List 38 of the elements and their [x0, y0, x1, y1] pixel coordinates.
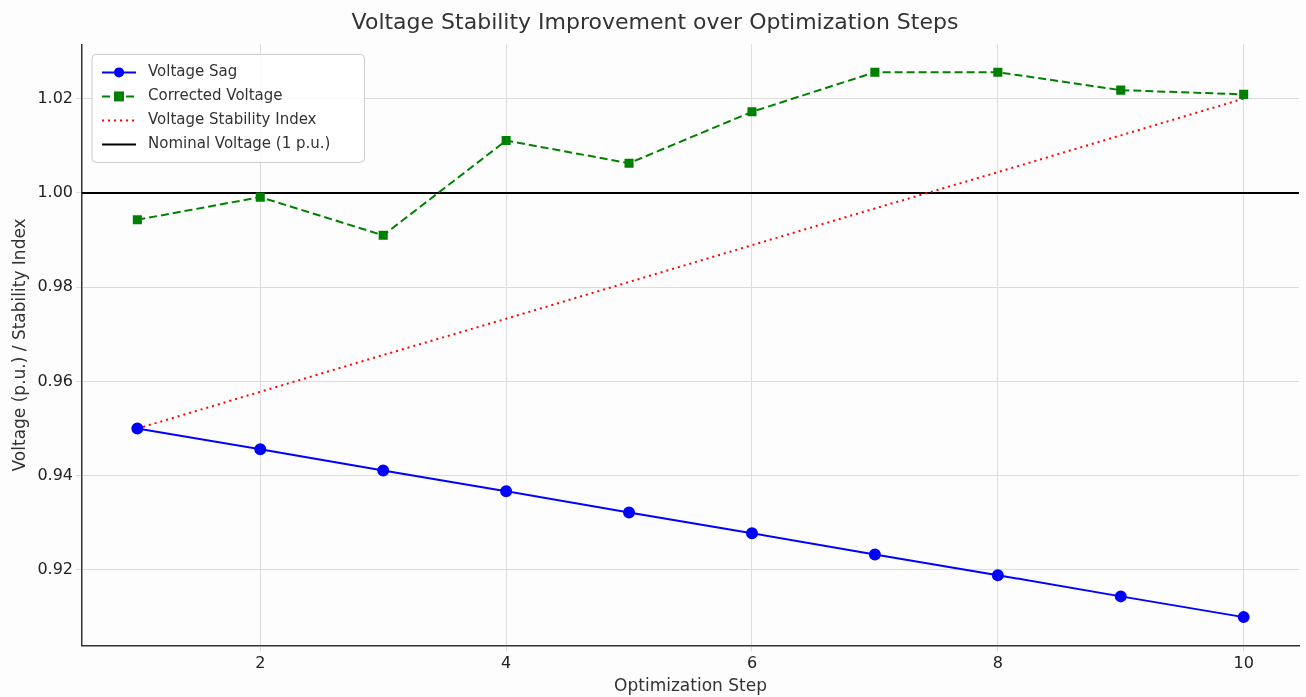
- point: [255, 192, 265, 202]
- legend-label: Nominal Voltage (1 p.u.): [148, 134, 331, 153]
- point: [501, 136, 511, 146]
- point: [1237, 611, 1250, 624]
- legend-label: Voltage Stability Index: [148, 110, 317, 129]
- point: [500, 485, 513, 498]
- point: [624, 158, 634, 168]
- point: [868, 548, 881, 561]
- y-tick-label: 0.96: [37, 370, 74, 390]
- x-axis-title: Optimization Step: [614, 675, 767, 696]
- point: [1116, 85, 1126, 95]
- y-tick-label: 1.00: [37, 182, 74, 202]
- legend-label: Corrected Voltage: [148, 86, 283, 105]
- x-tick-label: 4: [501, 653, 512, 673]
- point: [1114, 590, 1127, 603]
- point: [131, 422, 144, 435]
- x-tick-label: 8: [992, 653, 1003, 673]
- point: [254, 443, 267, 456]
- y-tick-label: 0.92: [37, 559, 74, 579]
- point: [747, 107, 757, 117]
- x-tick-label: 2: [255, 653, 266, 673]
- legend-label: Voltage Sag: [148, 62, 238, 81]
- y-axis-title: Voltage (p.u.) / Stability Index: [8, 218, 29, 472]
- point: [377, 464, 390, 477]
- y-tick-label: 1.02: [37, 87, 74, 107]
- point: [870, 67, 880, 77]
- point: [1239, 89, 1249, 99]
- x-tick-label: 10: [1233, 653, 1254, 673]
- point: [623, 506, 636, 519]
- chart-title: Voltage Stability Improvement over Optimization Steps: [351, 8, 959, 34]
- x-tick-label: 6: [746, 653, 758, 673]
- point: [991, 569, 1004, 582]
- y-tick-label: 0.94: [37, 464, 74, 484]
- point: [378, 230, 388, 240]
- y-tick-label: 0.98: [37, 276, 74, 296]
- point: [132, 215, 142, 225]
- point: [993, 67, 1003, 77]
- point: [745, 527, 758, 540]
